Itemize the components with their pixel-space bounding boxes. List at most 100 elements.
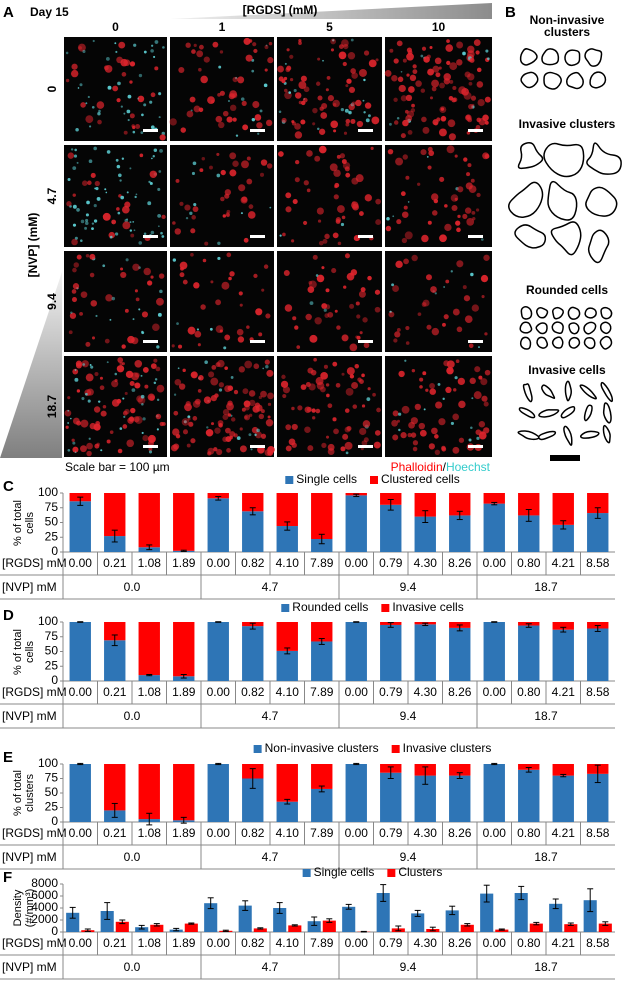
- cell-signal: [341, 372, 345, 376]
- cell-signal: [305, 381, 311, 388]
- cell-signal: [72, 223, 77, 227]
- error-bar: [77, 496, 84, 506]
- cell-signal: [343, 285, 347, 289]
- cell-signal: [153, 148, 158, 152]
- cell-signal: [427, 146, 433, 152]
- cell-signal: [229, 271, 235, 277]
- cell-signal: [158, 116, 161, 119]
- cell-signal: [75, 362, 82, 369]
- cell-signal: [339, 153, 346, 159]
- cell-signal: [226, 116, 233, 123]
- cell-signal: [85, 221, 89, 226]
- cell-signal: [264, 359, 270, 365]
- cell-signal: [248, 39, 253, 43]
- cell-signal: [283, 88, 288, 93]
- cell-signal: [461, 87, 469, 96]
- category-label: 4.10: [276, 556, 300, 570]
- cell-signal: [239, 303, 243, 307]
- cell-signal: [467, 45, 475, 54]
- row-label: 18.7: [45, 394, 59, 418]
- y-tick-label: 100: [38, 485, 58, 499]
- cell-signal: [336, 154, 341, 159]
- cell-signal: [224, 189, 231, 196]
- cell-signal: [432, 119, 439, 126]
- error-bar: [104, 902, 111, 920]
- scale-bar: [143, 340, 158, 343]
- cell-signal: [86, 200, 90, 205]
- outline: [583, 321, 597, 335]
- cell-signal: [175, 178, 180, 183]
- cell-signal: [291, 121, 296, 126]
- cell-signal: [144, 384, 149, 389]
- cell-signal: [431, 327, 440, 336]
- cell-signal: [431, 86, 437, 92]
- cell-signal: [306, 150, 313, 157]
- cell-signal: [343, 131, 348, 135]
- cell-signal: [107, 85, 112, 90]
- cell-signal: [67, 409, 70, 412]
- category-label: 1.08: [138, 936, 162, 950]
- outline: [579, 430, 600, 439]
- outline: [535, 322, 548, 335]
- cell-signal: [468, 81, 473, 86]
- cell-signal: [350, 269, 358, 276]
- cell-signal: [147, 393, 155, 401]
- cell-signal: [115, 50, 118, 54]
- cell-signal: [226, 448, 231, 453]
- cell-signal: [291, 239, 295, 243]
- cell-signal: [91, 222, 95, 225]
- cell-signal: [366, 397, 371, 402]
- cell-signal: [291, 406, 295, 411]
- cell-signal: [150, 125, 155, 130]
- y-tick-label: 2000: [31, 912, 58, 926]
- cell-signal: [198, 375, 204, 381]
- cell-signal: [210, 377, 219, 386]
- error-bar: [188, 922, 195, 925]
- cell-signal: [292, 199, 298, 205]
- cell-signal: [396, 327, 401, 332]
- group-label: 0.0: [124, 850, 141, 864]
- cell-signal: [82, 180, 88, 186]
- error-bar: [249, 507, 256, 516]
- cell-signal: [207, 96, 215, 105]
- cell-signal: [253, 273, 258, 279]
- bar-segment: [173, 676, 195, 681]
- legend-label: Clustered cells: [381, 472, 460, 486]
- cell-signal: [87, 399, 91, 403]
- bar-segment: [449, 764, 471, 776]
- cell-signal: [251, 426, 259, 434]
- cell-signal: [243, 400, 251, 408]
- cell-signal: [392, 285, 400, 292]
- error-bar: [146, 674, 153, 677]
- cell-signal: [89, 422, 97, 430]
- cell-signal: [463, 295, 471, 302]
- cell-signal: [191, 171, 196, 175]
- cell-signal: [172, 428, 180, 436]
- cell-signal: [406, 52, 414, 61]
- cell-signal: [278, 151, 284, 157]
- cell-signal: [85, 213, 89, 217]
- cell-signal: [221, 281, 230, 290]
- scale-bar: [550, 455, 580, 461]
- cell-signal: [405, 325, 410, 331]
- cell-signal: [154, 378, 158, 381]
- cell-signal: [137, 97, 140, 100]
- cell-signal: [362, 420, 371, 428]
- error-bar: [387, 498, 394, 511]
- cell-signal: [311, 408, 316, 413]
- cell-signal: [71, 63, 78, 70]
- cell-signal: [309, 301, 314, 306]
- bar-segment: [587, 773, 609, 822]
- bar-segment: [138, 764, 160, 820]
- group-title: Invasive cells: [528, 363, 606, 377]
- cell-signal: [296, 345, 301, 349]
- cell-signal: [452, 446, 460, 454]
- cell-signal: [400, 70, 403, 73]
- cell-signal: [462, 213, 468, 220]
- outline: [537, 430, 557, 441]
- cell-signal: [193, 105, 201, 113]
- cell-signal: [173, 410, 179, 416]
- cell-signal: [327, 443, 335, 451]
- cell-signal: [484, 120, 489, 125]
- cell-signal: [471, 210, 476, 215]
